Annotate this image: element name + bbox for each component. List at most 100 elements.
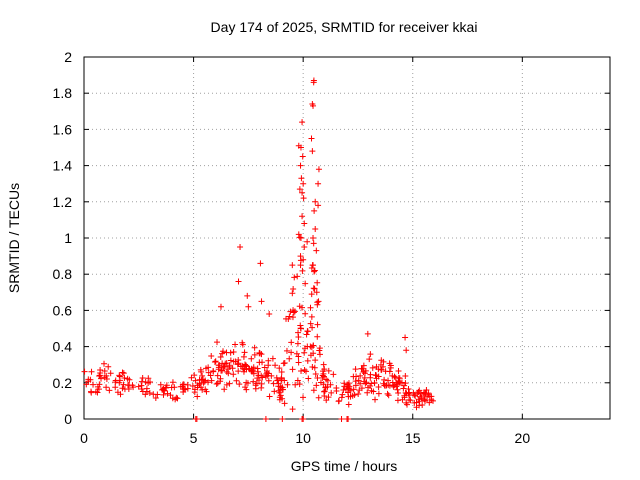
data-point xyxy=(232,341,239,348)
data-point xyxy=(319,368,326,375)
data-point xyxy=(294,340,301,347)
data-point xyxy=(403,390,410,397)
data-point xyxy=(423,387,430,394)
data-point xyxy=(230,371,237,378)
data-point xyxy=(270,380,277,387)
data-point xyxy=(381,376,388,383)
data-point xyxy=(279,416,286,422)
data-point xyxy=(299,119,306,126)
data-point xyxy=(310,387,317,394)
data-point xyxy=(299,213,306,220)
data-point xyxy=(296,381,303,388)
data-point xyxy=(271,388,278,395)
data-point xyxy=(214,372,221,379)
data-point xyxy=(196,380,203,387)
data-point xyxy=(284,381,291,388)
data-point xyxy=(130,384,137,391)
data-point xyxy=(305,375,312,382)
data-point xyxy=(230,348,237,355)
data-point xyxy=(212,358,219,365)
data-point xyxy=(384,390,391,397)
axis-ticks xyxy=(83,56,610,420)
data-point xyxy=(311,267,318,274)
data-point xyxy=(192,377,199,384)
data-point xyxy=(391,373,398,380)
data-point xyxy=(309,324,316,331)
y-axis-tick-labels: 0 0.2 0.4 0.6 0.8 1 1.2 1.4 1.6 1.8 2 xyxy=(53,49,73,427)
data-point xyxy=(160,391,167,398)
data-point xyxy=(262,373,269,380)
y-tick-label: 2 xyxy=(64,49,72,65)
data-point xyxy=(327,381,334,388)
data-point xyxy=(314,299,321,306)
data-point xyxy=(234,361,241,368)
data-point xyxy=(119,385,126,392)
data-point xyxy=(303,331,310,338)
data-point xyxy=(139,375,146,382)
data-point xyxy=(146,390,153,397)
data-point xyxy=(378,366,385,373)
data-point xyxy=(320,361,327,368)
data-point xyxy=(403,347,410,354)
data-point xyxy=(239,339,246,346)
data-point xyxy=(283,315,290,322)
data-point xyxy=(83,381,90,388)
data-point xyxy=(333,388,340,395)
data-point xyxy=(289,290,296,297)
data-point xyxy=(213,381,220,388)
data-point xyxy=(308,291,315,298)
data-point xyxy=(172,396,179,403)
data-point xyxy=(315,202,322,209)
data-point xyxy=(404,401,411,408)
data-point xyxy=(300,394,307,401)
data-point xyxy=(301,349,308,356)
data-point xyxy=(295,329,302,336)
data-point xyxy=(226,380,233,387)
data-point xyxy=(257,350,264,357)
data-point xyxy=(258,384,265,391)
data-point xyxy=(217,375,224,382)
data-point xyxy=(315,166,322,173)
data-point xyxy=(237,244,244,251)
data-point xyxy=(249,368,256,375)
data-point xyxy=(391,381,398,388)
data-point xyxy=(369,364,376,371)
data-point xyxy=(106,387,113,394)
data-point xyxy=(125,386,132,393)
data-point xyxy=(135,383,142,390)
data-point xyxy=(227,357,234,364)
data-point xyxy=(223,368,230,375)
data-point xyxy=(169,379,176,386)
data-point xyxy=(407,397,414,404)
data-point xyxy=(299,267,306,274)
x-tick-label: 5 xyxy=(190,430,198,446)
data-point xyxy=(330,371,337,378)
data-point xyxy=(312,371,319,378)
data-point xyxy=(355,377,362,384)
data-point xyxy=(227,349,234,356)
data-point xyxy=(296,234,303,241)
data-point xyxy=(281,359,288,366)
data-point xyxy=(235,278,242,285)
y-tick-label: 1 xyxy=(64,230,72,246)
y-tick-label: 0.8 xyxy=(53,266,73,282)
data-point xyxy=(309,148,316,155)
data-point xyxy=(351,391,358,398)
data-point xyxy=(310,79,317,86)
data-point xyxy=(281,400,288,407)
data-point xyxy=(347,393,354,400)
data-point xyxy=(296,303,303,310)
data-point xyxy=(265,362,272,369)
data-point xyxy=(372,396,379,403)
data-point xyxy=(310,235,317,241)
data-point xyxy=(164,390,171,397)
x-tick-label: 20 xyxy=(515,430,531,446)
data-point xyxy=(399,396,406,403)
data-point xyxy=(347,387,354,394)
data-point xyxy=(302,310,309,317)
data-point xyxy=(235,360,242,367)
data-point xyxy=(338,416,345,422)
data-point xyxy=(194,393,201,400)
data-point xyxy=(211,358,218,365)
data-point xyxy=(311,207,318,214)
